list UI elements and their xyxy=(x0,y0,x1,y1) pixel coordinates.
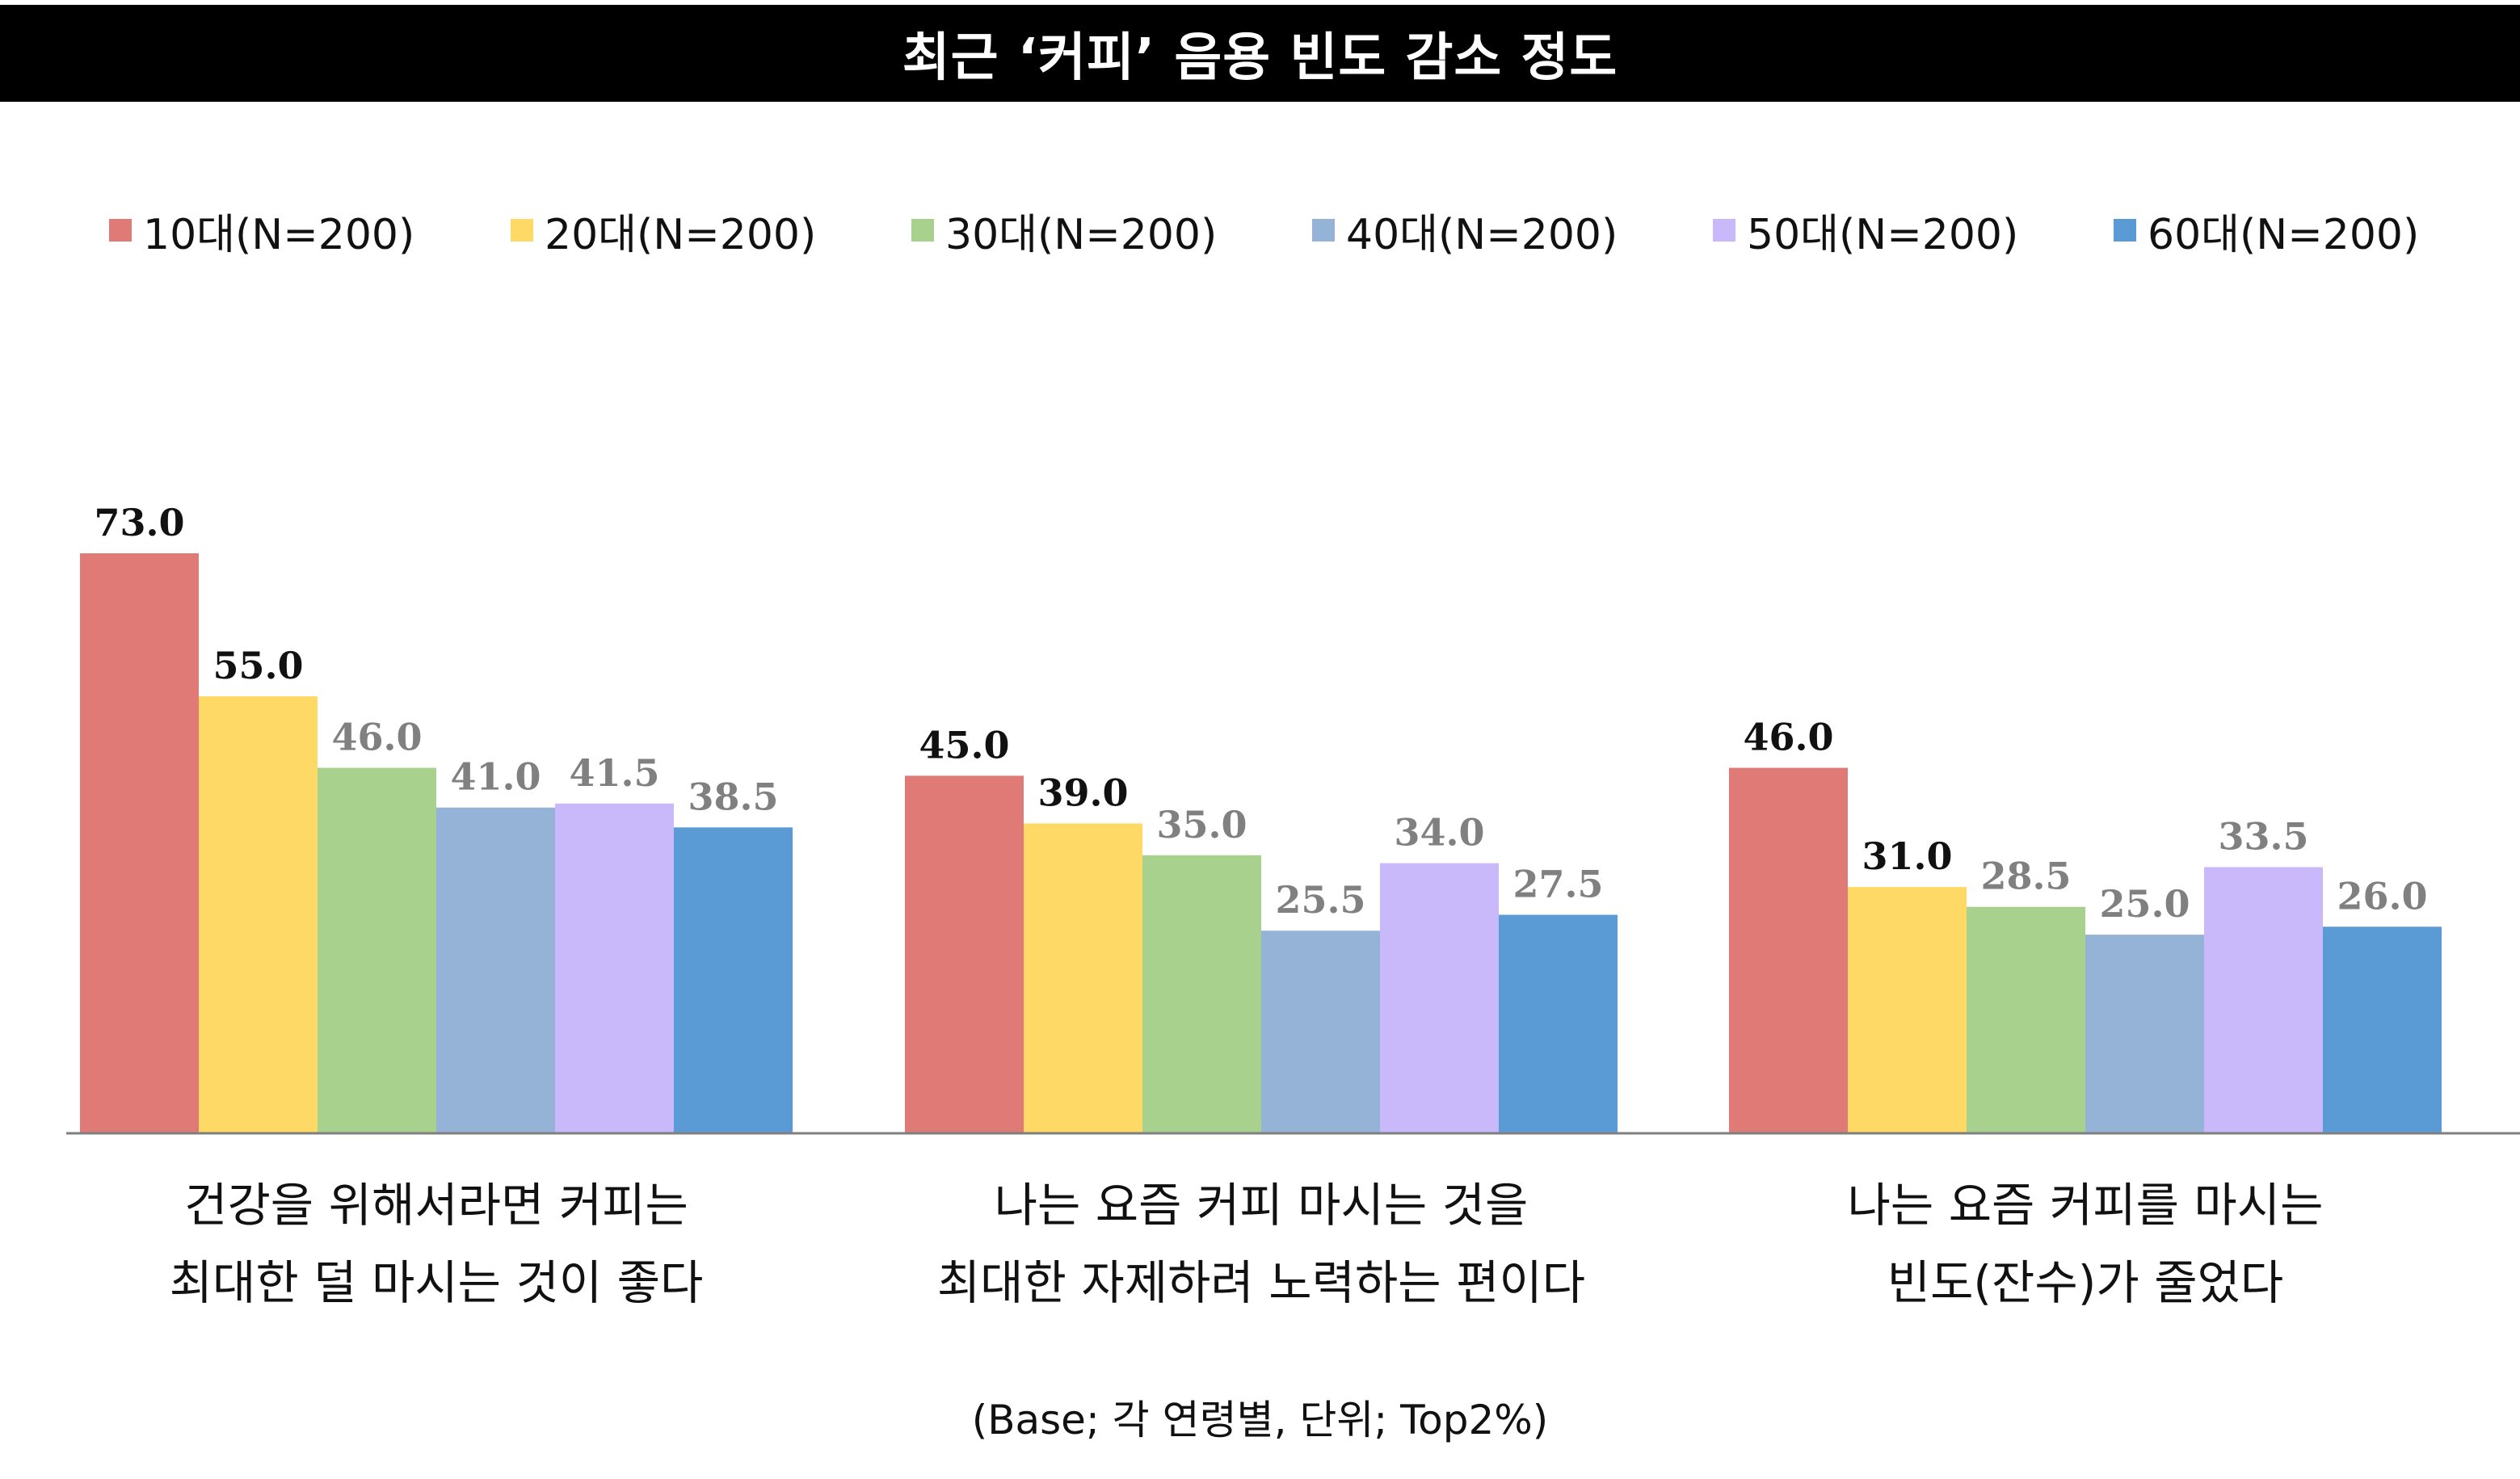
bar-10s-group-2 xyxy=(905,775,1024,1133)
value-label-40s-group-3: 25.0 xyxy=(2099,882,2190,926)
bar-10s-group-3 xyxy=(1729,767,1848,1133)
bar-40s-group-2 xyxy=(1261,931,1380,1133)
legend-swatch-60s xyxy=(2114,219,2136,242)
value-label-10s-group-1: 73.0 xyxy=(94,501,184,544)
bar-20s-group-3 xyxy=(1848,887,1967,1133)
value-label-40s-group-1: 41.0 xyxy=(450,755,541,799)
bar-40s-group-3 xyxy=(2085,935,2204,1133)
bar-40s-group-1 xyxy=(436,807,555,1133)
value-label-30s-group-3: 28.5 xyxy=(1980,855,2071,898)
bar-20s-group-1 xyxy=(199,696,318,1133)
bar-30s-group-2 xyxy=(1142,855,1261,1133)
legend: 10대(N=200) 20대(N=200) 30대(N=200) 40대(N=2… xyxy=(0,202,2520,259)
legend-swatch-30s xyxy=(911,219,934,242)
bar-10s-group-1 xyxy=(80,553,199,1133)
legend-label-40s: 40대(N=200) xyxy=(1346,210,1618,259)
bar-60s-group-2 xyxy=(1499,914,1618,1133)
value-label-30s-group-2: 35.0 xyxy=(1156,803,1247,847)
category-label-3-line-2: 빈도(잔수)가 줄었다 xyxy=(1887,1255,2284,1310)
category-label-2-line-1: 나는 요즘 커피 마시는 것을 xyxy=(995,1178,1529,1233)
value-label-60s-group-2: 27.5 xyxy=(1512,863,1603,906)
bar-30s-group-1 xyxy=(318,767,436,1133)
value-label-30s-group-1: 46.0 xyxy=(331,716,422,759)
bar-50s-group-3 xyxy=(2204,867,2323,1133)
legend-item-60s: 60대(N=200) xyxy=(2114,202,2420,259)
value-label-40s-group-2: 25.5 xyxy=(1275,878,1365,922)
value-label-10s-group-2: 45.0 xyxy=(919,723,1009,767)
legend-label-50s: 50대(N=200) xyxy=(1747,210,2019,259)
category-label-1-line-2: 최대한 덜 마시는 것이 좋다 xyxy=(170,1255,704,1310)
category-label-2-line-2: 최대한 자제하려 노력하는 편이다 xyxy=(937,1255,1585,1310)
legend-label-20s: 20대(N=200) xyxy=(545,210,817,259)
chart-title: 최근 ‘커피’ 음용 빈도 감소 정도 xyxy=(0,5,2520,102)
legend-item-20s: 20대(N=200) xyxy=(511,202,817,259)
bar-50s-group-2 xyxy=(1380,863,1499,1133)
legend-item-10s: 10대(N=200) xyxy=(109,202,415,259)
legend-item-50s: 50대(N=200) xyxy=(1713,202,2019,259)
category-label-1-line-1: 건강을 위해서라면 커피는 xyxy=(184,1178,688,1233)
bar-60s-group-1 xyxy=(674,827,793,1133)
legend-label-30s: 30대(N=200) xyxy=(945,210,1218,259)
bar-50s-group-1 xyxy=(555,803,674,1133)
legend-item-40s: 40대(N=200) xyxy=(1312,202,1618,259)
legend-label-60s: 60대(N=200) xyxy=(2148,210,2420,259)
bar-20s-group-2 xyxy=(1024,823,1142,1133)
legend-swatch-50s xyxy=(1713,219,1735,242)
value-label-20s-group-1: 55.0 xyxy=(212,644,303,687)
legend-label-10s: 10대(N=200) xyxy=(143,210,415,259)
value-label-50s-group-2: 34.0 xyxy=(1394,811,1484,855)
bar-30s-group-3 xyxy=(1967,906,2085,1133)
legend-swatch-40s xyxy=(1312,219,1335,242)
value-label-10s-group-3: 46.0 xyxy=(1743,716,1833,759)
base-note: (Base; 각 연령별, 단위; Top2%) xyxy=(971,1397,1549,1443)
value-label-20s-group-3: 31.0 xyxy=(1862,834,1952,878)
value-label-50s-group-1: 41.5 xyxy=(569,751,659,795)
legend-swatch-10s xyxy=(109,219,132,242)
value-label-50s-group-3: 33.5 xyxy=(2218,815,2308,859)
value-label-60s-group-3: 26.0 xyxy=(2337,874,2427,918)
value-label-60s-group-1: 38.5 xyxy=(688,775,778,818)
value-label-20s-group-2: 39.0 xyxy=(1037,771,1128,814)
legend-item-30s: 30대(N=200) xyxy=(911,202,1218,259)
category-label-3-line-1: 나는 요즘 커피를 마시는 xyxy=(1848,1178,2324,1233)
bar-60s-group-3 xyxy=(2323,926,2442,1133)
legend-swatch-20s xyxy=(511,219,533,242)
